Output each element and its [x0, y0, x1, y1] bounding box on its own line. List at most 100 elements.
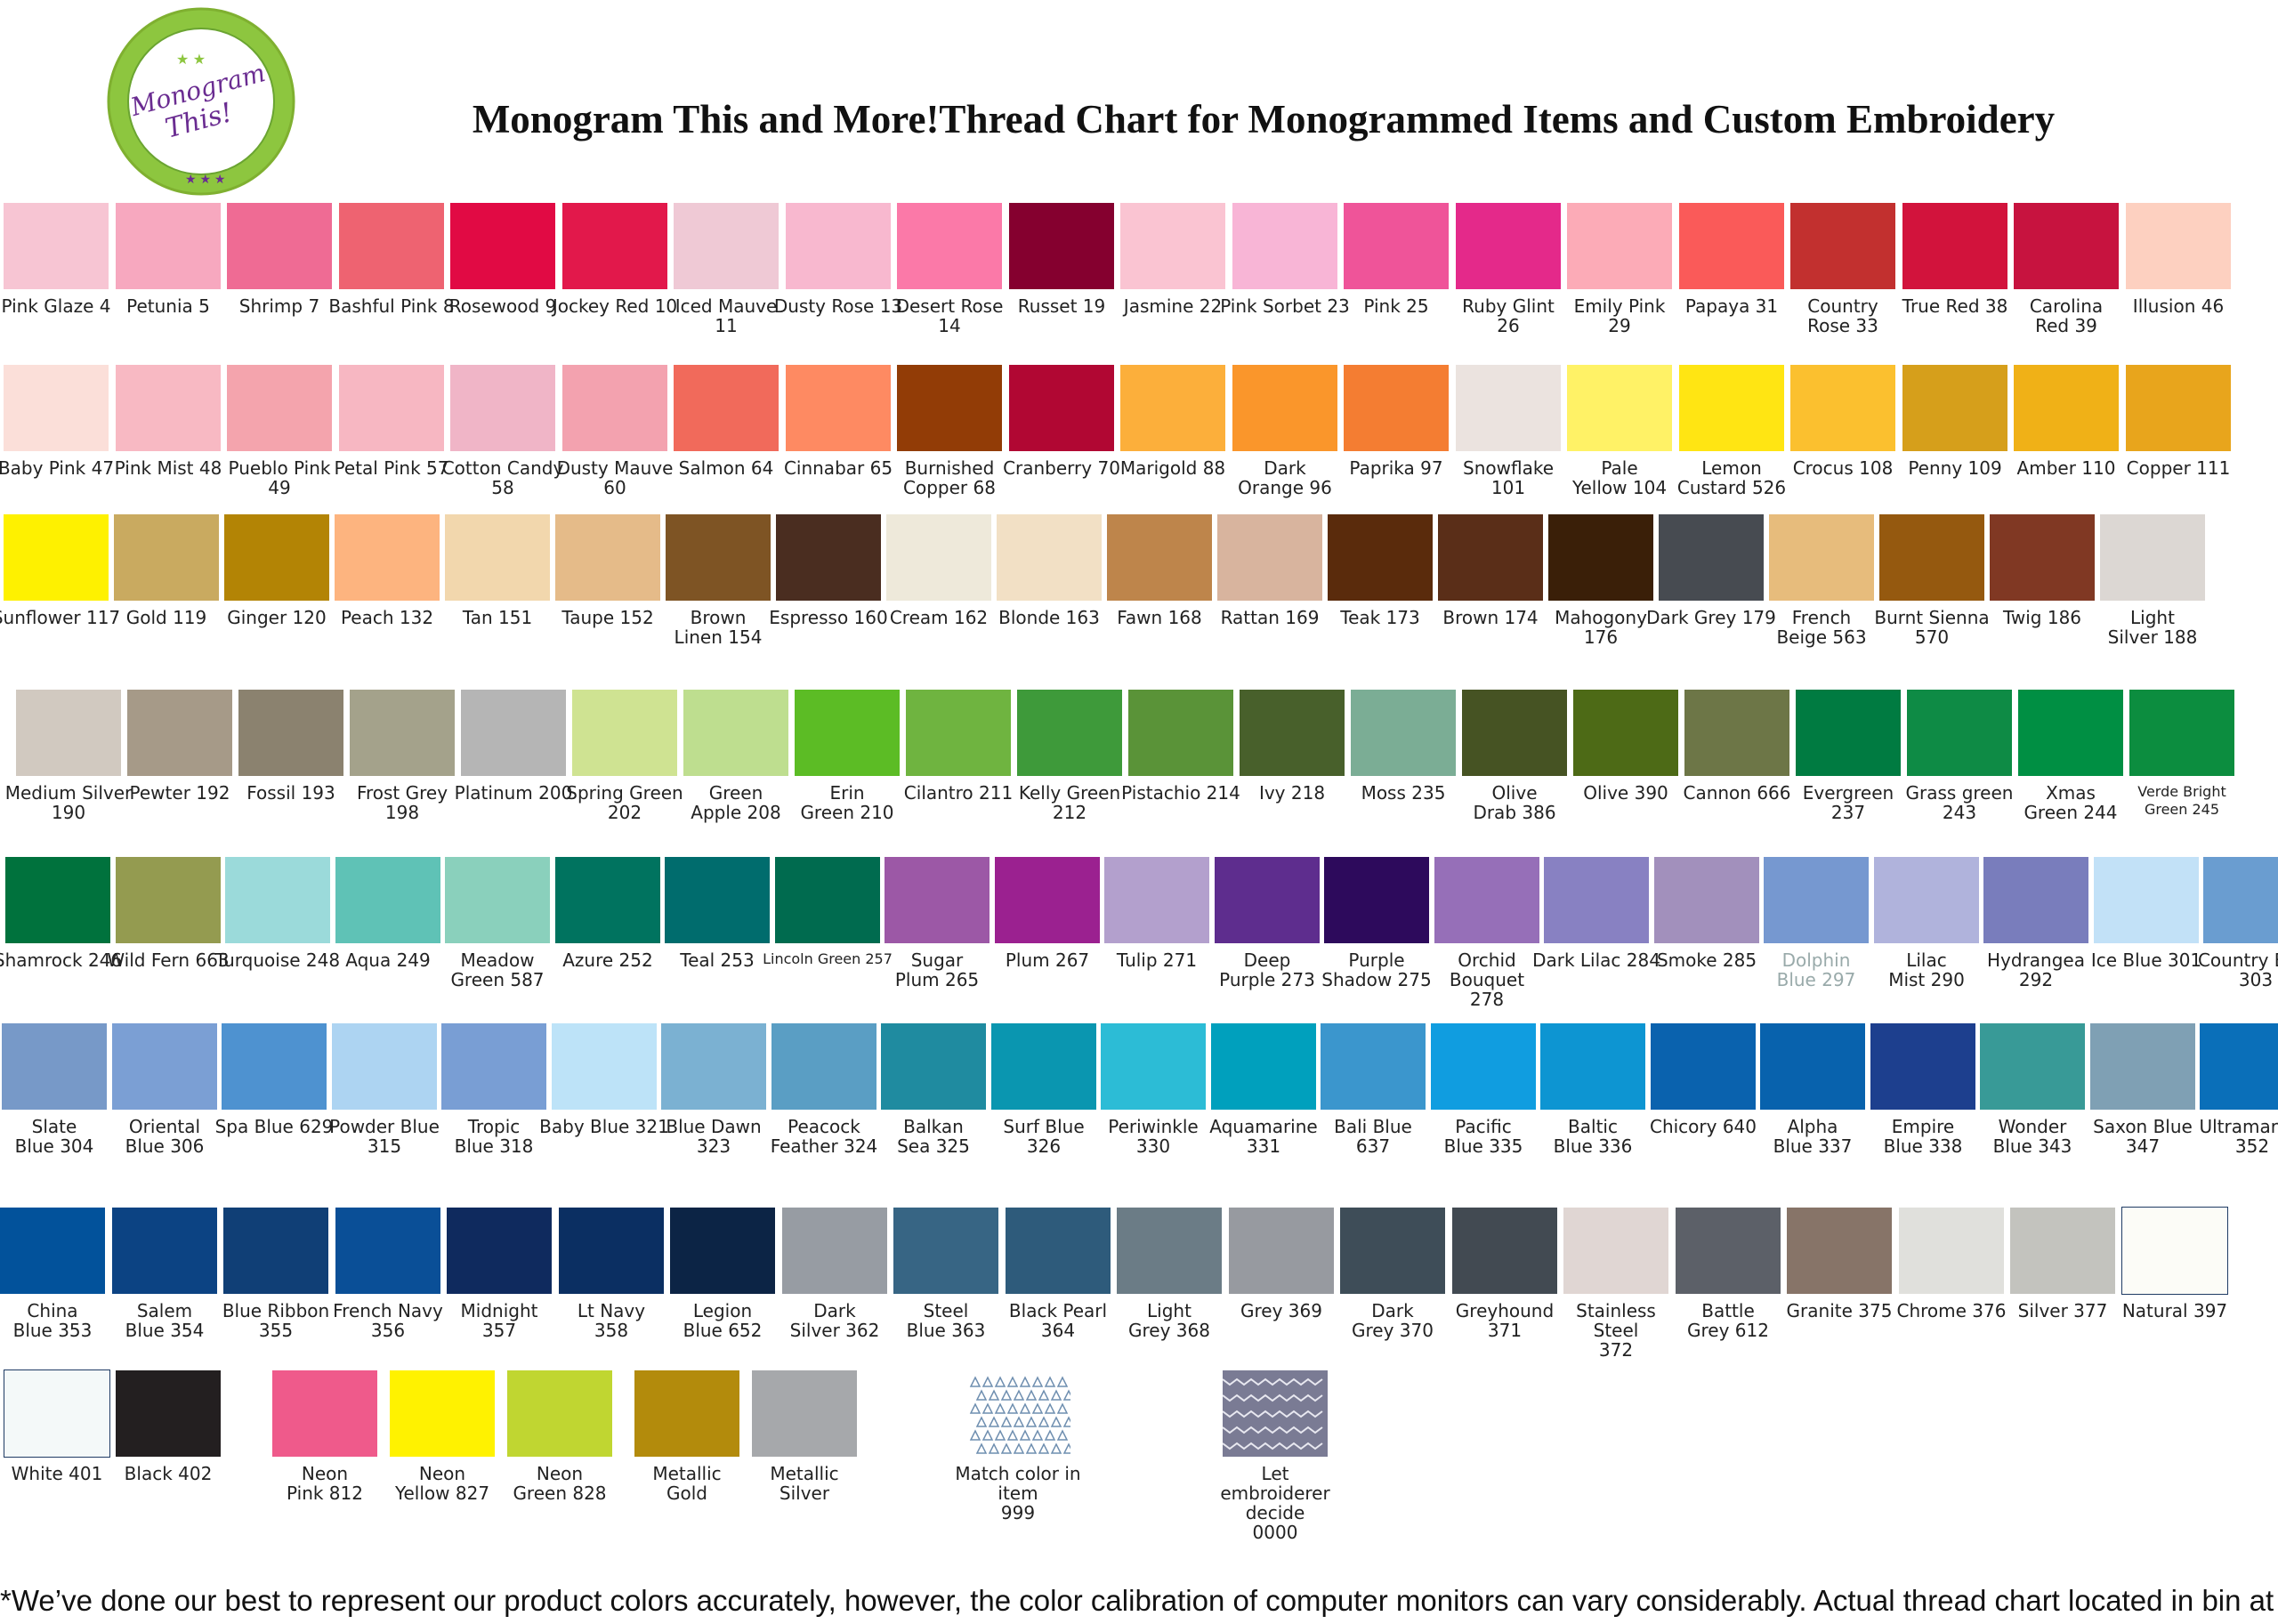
swatch-label: Gold 119	[125, 607, 207, 628]
color-swatch	[1101, 1023, 1206, 1110]
swatch-label: Midnight 357	[460, 1300, 538, 1341]
swatch-label: Steel Blue 363	[906, 1300, 986, 1341]
swatch-label: Fawn 168	[1117, 607, 1202, 628]
swatch-label: Battle Grey 612	[1687, 1300, 1769, 1341]
color-swatch	[674, 203, 779, 289]
swatch-label: Petunia 5	[126, 295, 210, 317]
swatch-label: Jasmine 22	[1123, 295, 1223, 317]
swatch-label: Neon Pink 812	[287, 1463, 363, 1504]
color-swatch	[335, 857, 440, 943]
color-swatch	[674, 365, 779, 451]
color-swatch	[1907, 690, 2012, 776]
swatch-label: Xmas Green 244	[2024, 782, 2118, 823]
color-swatch	[1215, 857, 1320, 943]
color-swatch	[995, 857, 1100, 943]
color-swatch	[786, 203, 891, 289]
swatch-label: Dolphin Blue 297	[1776, 949, 1856, 990]
swatch-label: Illusion 46	[2132, 295, 2225, 317]
color-swatch	[1120, 203, 1225, 289]
swatch-label: Orchid Bouquet 278	[1449, 949, 1525, 1010]
color-swatch	[552, 1023, 657, 1110]
color-swatch	[1009, 365, 1114, 451]
color-swatch	[1128, 690, 1233, 776]
swatch-label: Taupe 152	[561, 607, 654, 628]
swatch-label: Cannon 666	[1683, 782, 1791, 804]
color-swatch	[1462, 690, 1567, 776]
swatch-label: Pink 25	[1363, 295, 1429, 317]
color-swatch	[1351, 690, 1456, 776]
swatch-label: Petal Pink 57	[334, 457, 449, 479]
color-swatch	[782, 1208, 887, 1294]
swatch-label: Sugar Plum 265	[894, 949, 980, 990]
swatch-label: Iced Mauve 11	[675, 295, 778, 336]
color-swatch	[1456, 365, 1561, 451]
swatch-label: Blue Dawn 323	[666, 1116, 762, 1157]
swatch-label: White 401	[11, 1463, 103, 1484]
color-swatch	[116, 203, 221, 289]
color-swatch	[1567, 203, 1672, 289]
color-swatch	[1879, 514, 1984, 601]
color-swatch	[1344, 365, 1449, 451]
color-swatch	[1540, 1023, 1645, 1110]
swatch-label: Ivy 218	[1258, 782, 1326, 804]
swatch-label: Olive Drab 386	[1473, 782, 1556, 823]
color-swatch	[2094, 857, 2199, 943]
swatch-label: Light Grey 368	[1128, 1300, 1210, 1341]
page-title: Monogram This and More!Thread Chart for …	[472, 97, 2056, 141]
swatch-label: Rosewood 9	[448, 295, 557, 317]
color-swatch	[1679, 203, 1784, 289]
color-swatch	[445, 857, 550, 943]
swatch-label: Metallic Silver	[770, 1463, 839, 1504]
color-swatch	[1324, 857, 1429, 943]
color-swatch	[2014, 203, 2119, 289]
swatch-label: Periwinkle 330	[1108, 1116, 1199, 1157]
color-swatch	[1573, 690, 1678, 776]
swatch-label: Black 402	[124, 1463, 213, 1484]
swatch-label: Slate Blue 304	[14, 1116, 94, 1157]
color-swatch	[1006, 1208, 1111, 1294]
color-swatch	[116, 857, 221, 943]
color-swatch	[1659, 514, 1764, 601]
swatch-label: Chicory 640	[1649, 1116, 1757, 1137]
color-swatch	[1340, 1208, 1445, 1294]
color-swatch	[1870, 1023, 1975, 1110]
swatch-label: Burnished Copper 68	[903, 457, 996, 498]
swatch-label: Light Silver 188	[2107, 607, 2198, 648]
color-swatch	[2129, 690, 2234, 776]
swatch-label: Teak 173	[1340, 607, 1420, 628]
color-swatch	[1980, 1023, 2085, 1110]
color-swatch	[1229, 1208, 1334, 1294]
color-swatch	[227, 365, 332, 451]
swatch-label: Dark Grey 370	[1352, 1300, 1434, 1341]
swatch-label: Spa Blue 629	[214, 1116, 334, 1137]
color-swatch	[897, 365, 1002, 451]
swatch-label: Ruby Glint 26	[1462, 295, 1555, 336]
color-swatch	[893, 1208, 998, 1294]
swatch-label: Teal 253	[680, 949, 755, 971]
swatch-label: Empire Blue 338	[1883, 1116, 1963, 1157]
swatch-label: Pistachio 214	[1121, 782, 1240, 804]
color-swatch	[1431, 1023, 1536, 1110]
swatch-label: Aquamarine 331	[1209, 1116, 1318, 1157]
swatch-label: Blue Ribbon 355	[222, 1300, 330, 1341]
color-swatch	[4, 514, 109, 601]
color-swatch	[775, 857, 880, 943]
swatch-label: Tan 151	[462, 607, 533, 628]
color-swatch	[339, 203, 444, 289]
color-swatch	[335, 1208, 440, 1294]
color-swatch	[2010, 1208, 2115, 1294]
swatch-label: Peacock Feather 324	[770, 1116, 878, 1157]
color-swatch	[1120, 365, 1225, 451]
logo: Monogram This! ★ ★ ★ ★ ★	[105, 5, 297, 198]
color-swatch	[2121, 1207, 2228, 1295]
swatch-label: Dark Orange 96	[1238, 457, 1332, 498]
color-swatch	[335, 514, 440, 601]
swatch-label: Verde Bright Green 245	[2137, 783, 2226, 818]
color-swatch	[881, 1023, 986, 1110]
swatch-label: Greyhound 371	[1455, 1300, 1555, 1341]
swatch-label: Neon Green 828	[513, 1463, 607, 1504]
swatch-label: Salem Blue 354	[125, 1300, 205, 1341]
color-swatch	[991, 1023, 1096, 1110]
color-swatch	[1654, 857, 1759, 943]
swatch-label: Frost Grey 198	[356, 782, 448, 823]
